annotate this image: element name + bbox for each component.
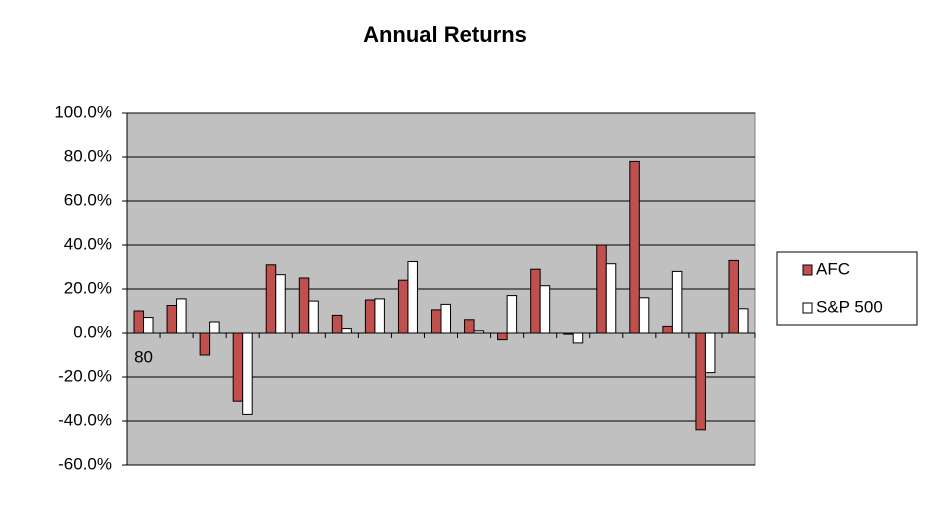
y-tick-label: 80.0% <box>64 146 112 165</box>
x-tick-label: 80 <box>134 347 153 366</box>
y-tick-label: 0.0% <box>73 322 112 341</box>
bar <box>341 328 352 334</box>
bar <box>265 264 277 334</box>
y-tick-label: -60.0% <box>58 454 112 473</box>
y-tick-label: 60.0% <box>64 190 112 209</box>
bar <box>232 332 244 402</box>
bar <box>275 274 286 334</box>
legend-label: AFC <box>816 259 850 278</box>
bar <box>364 299 376 334</box>
y-tick-label: -40.0% <box>58 410 112 429</box>
bar <box>464 319 475 334</box>
legend-swatch <box>802 264 813 276</box>
bar <box>374 298 385 334</box>
bar <box>728 259 739 334</box>
bar <box>209 321 220 334</box>
y-tick-label: 100.0% <box>54 102 112 121</box>
bar <box>695 332 706 431</box>
bar <box>530 268 541 334</box>
bar <box>298 277 310 334</box>
bar <box>308 300 319 334</box>
y-tick-label: 20.0% <box>64 278 112 297</box>
bar <box>397 279 409 334</box>
bar <box>671 270 683 334</box>
bar <box>176 298 187 334</box>
legend-box <box>776 251 918 326</box>
bar <box>638 297 650 334</box>
bar <box>440 303 451 334</box>
chart-title: Annual Returns <box>363 22 527 47</box>
y-tick-label: 40.0% <box>64 234 112 253</box>
bar <box>133 310 145 334</box>
bar <box>704 332 716 374</box>
legend-swatch <box>802 302 813 314</box>
bar <box>242 332 253 415</box>
bar <box>166 305 178 334</box>
bar <box>662 325 673 334</box>
bar <box>539 285 551 334</box>
legend-label: S&P 500 <box>816 297 883 316</box>
bar <box>497 332 508 341</box>
bar <box>506 295 518 334</box>
y-tick-label: -20.0% <box>58 366 112 385</box>
bar <box>143 317 154 334</box>
bar <box>596 244 607 334</box>
bar <box>605 263 617 334</box>
bar <box>431 309 442 334</box>
bar <box>331 314 343 334</box>
bar <box>199 332 211 356</box>
bar <box>572 332 584 344</box>
bar <box>407 261 418 334</box>
bar <box>629 160 640 334</box>
bar <box>737 308 749 334</box>
